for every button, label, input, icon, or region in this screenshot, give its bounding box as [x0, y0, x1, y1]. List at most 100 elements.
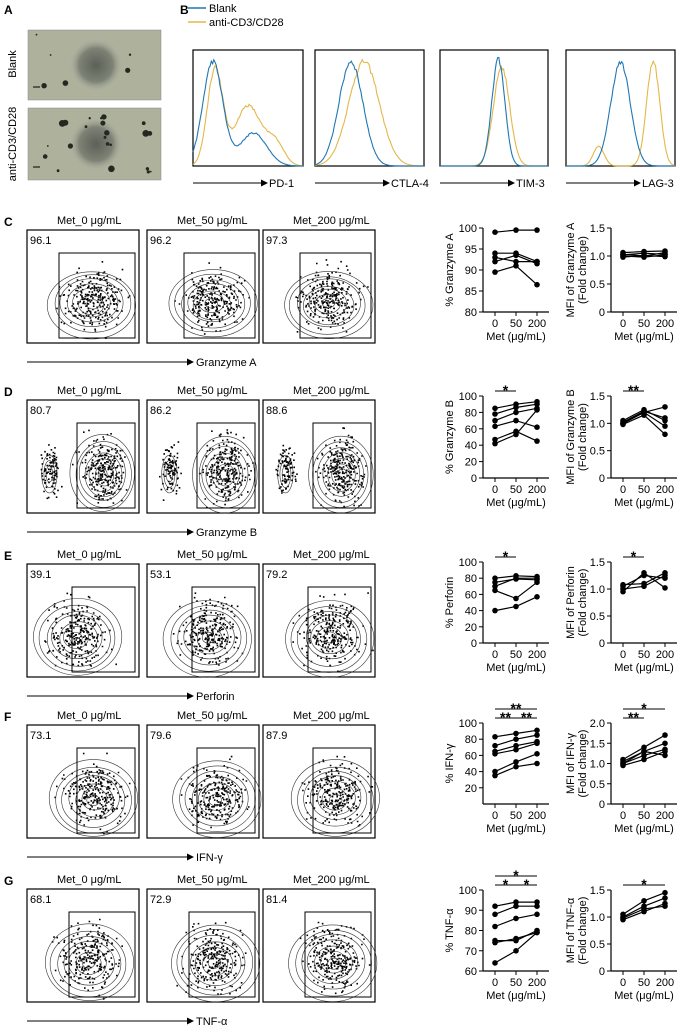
contour-ring: [314, 294, 341, 314]
contour-ring: [308, 435, 374, 514]
data-point: [492, 911, 498, 918]
y-tick-label: 90: [465, 905, 477, 917]
contour-ring: [67, 283, 119, 323]
x-tick-label: 50: [638, 977, 650, 989]
y-tick-label: 80: [465, 307, 477, 319]
x-tick-label: 50: [510, 977, 522, 989]
data-point: [641, 570, 647, 576]
contour-ring: [38, 604, 116, 672]
flow-plot: [262, 399, 376, 514]
contour-ring: [190, 941, 242, 986]
condition-label: Met_200 μg/mL: [293, 215, 370, 227]
gate-percentage: 96.2: [150, 235, 171, 247]
data-point: [641, 756, 647, 763]
gate-rectangle: [312, 747, 372, 834]
contour-ring: [194, 947, 234, 981]
axis-arrow-head: [187, 528, 194, 536]
data-point: [534, 260, 540, 267]
data-point: [492, 417, 498, 424]
data-point: [534, 727, 540, 734]
data-point: [492, 742, 498, 749]
legend-label: Blank: [209, 3, 237, 15]
x-axis-label: Met (μg/mL): [614, 823, 674, 835]
x-tick-label: 50: [638, 649, 650, 661]
data-point: [513, 258, 519, 265]
flow-plot-frame: [26, 399, 140, 514]
cell-cluster-dot: [142, 130, 150, 137]
data-point: [662, 249, 668, 256]
data-point: [492, 607, 498, 614]
x-tick-label: 50: [510, 810, 522, 822]
x-tick-label: 50: [510, 318, 522, 330]
y-tick-label: 1.0: [590, 418, 605, 430]
x-tick-label: 0: [492, 649, 498, 661]
contour-ring: [329, 794, 343, 806]
gate-rectangle: [191, 586, 256, 673]
histogram-frame: [192, 49, 304, 167]
x-axis-label: Met (μg/mL): [614, 497, 674, 509]
data-point: [513, 746, 519, 753]
contour-ring: [78, 445, 126, 501]
contour-ring: [219, 468, 230, 481]
contour-ring: [316, 626, 343, 650]
contour-ring: [46, 611, 111, 667]
y-tick-label: 80: [465, 734, 477, 746]
x-tick-label: 0: [620, 484, 626, 496]
contour-ring: [43, 460, 56, 488]
contour-ring: [162, 600, 252, 678]
data-point: [492, 250, 498, 256]
data-point: [492, 423, 498, 430]
data-point: [662, 417, 668, 424]
condition-label: Met_50 μg/mL: [177, 710, 248, 722]
condition-label: Met_200 μg/mL: [293, 874, 370, 886]
contour-ring: [33, 598, 123, 676]
y-tick-label: 60: [465, 589, 477, 601]
data-point: [662, 732, 668, 738]
gate-percentage: 72.9: [150, 894, 171, 906]
contour-ring: [301, 933, 366, 990]
data-point: [513, 730, 519, 737]
histogram-blank-curve: [440, 56, 548, 167]
contour-ring: [61, 772, 126, 828]
flow-plot: [146, 563, 260, 678]
y-tick-label: 0.5: [590, 279, 605, 291]
condition-label: Met_200 μg/mL: [293, 385, 370, 397]
contour-ring: [46, 271, 136, 340]
contour-ring: [176, 928, 253, 996]
x-tick-label: 200: [528, 977, 546, 989]
contour-ring: [63, 626, 89, 649]
cell-cluster-dot: [125, 67, 131, 73]
y-tick-label: 1.5: [590, 885, 605, 897]
x-axis-label: Met (μg/mL): [486, 331, 546, 343]
y-tick-label: 1.5: [590, 391, 605, 403]
y-tick-label: 0: [599, 638, 605, 650]
data-point: [662, 748, 668, 755]
contour-ring: [72, 287, 111, 318]
cell-cluster-dot: [146, 170, 150, 174]
event-dots: [295, 259, 369, 333]
gate-rectangle: [196, 422, 256, 509]
y-axis-label: MFI of TNF-α: [565, 897, 577, 963]
contour-ring: [63, 941, 115, 986]
histogram-blank-curve: [566, 60, 675, 167]
contour-ring: [323, 631, 337, 644]
contour-ring: [48, 759, 138, 837]
event-dots: [56, 261, 131, 339]
contour-ring: [310, 775, 362, 820]
data-point: [534, 281, 540, 288]
panel-letter-f: F: [4, 710, 11, 724]
contour-ring: [84, 452, 123, 497]
gate-rectangle: [76, 747, 136, 834]
data-point: [513, 935, 519, 942]
gate-percentage: 53.1: [150, 569, 171, 581]
flow-marker-label: Granzyme B: [196, 527, 257, 539]
histogram-marker-label: TIM-3: [516, 178, 545, 190]
flow-plot: [146, 229, 260, 344]
contour-ring: [168, 269, 258, 338]
axis-arrow-head: [261, 179, 268, 187]
data-point: [513, 948, 519, 954]
data-point: [662, 895, 668, 901]
